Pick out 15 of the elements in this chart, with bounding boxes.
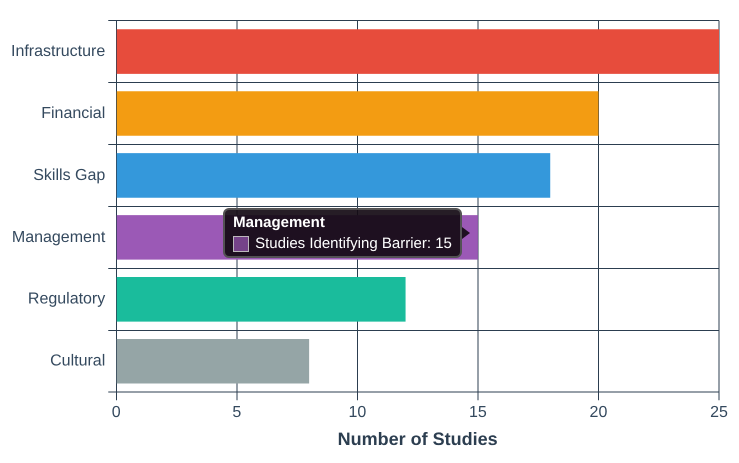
- x-axis-title: Number of Studies: [338, 429, 498, 450]
- y-tick-label: Management: [12, 228, 106, 246]
- y-tick-label: Skills Gap: [33, 166, 106, 184]
- y-tick-label: Regulatory: [28, 290, 106, 308]
- y-tick-label: Cultural: [50, 352, 106, 370]
- annotation: Studies Identifying Barrier: 15: [255, 235, 452, 252]
- y-tick-label: Infrastructure: [10, 42, 106, 60]
- x-tick-label: 5: [232, 404, 242, 422]
- x-tick-label: 15: [469, 404, 487, 422]
- x-tick-label: 25: [710, 404, 728, 422]
- category-label: Management: [233, 214, 325, 232]
- x-tick-label: 10: [348, 404, 366, 422]
- x-tick-label: 0: [112, 404, 121, 422]
- x-tick-label: 20: [590, 404, 608, 422]
- y-tick-label: Financial: [41, 104, 106, 122]
